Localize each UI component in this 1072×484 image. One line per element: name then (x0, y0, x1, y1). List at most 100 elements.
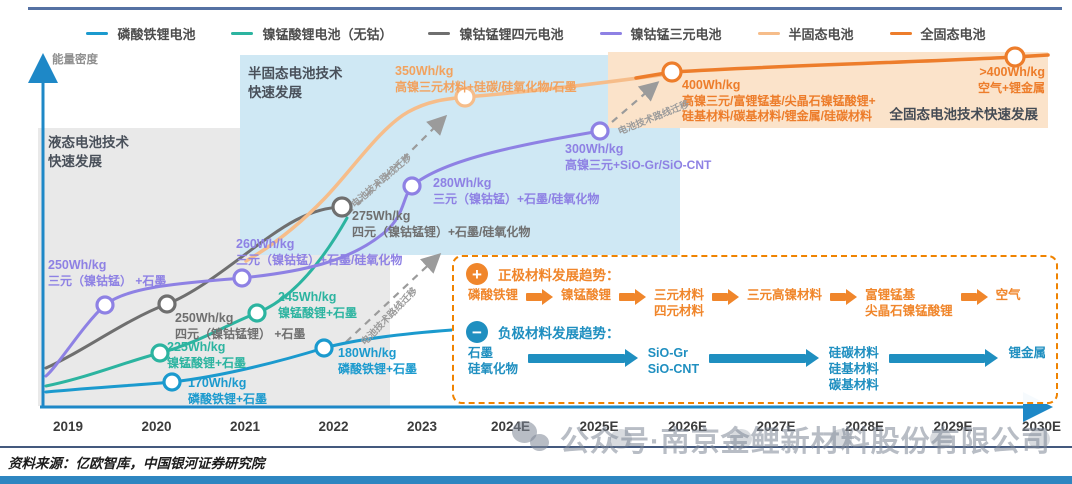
annotation-t250: 250Wh/kg 三元（镍钴锰） +石墨 (48, 257, 166, 289)
legend-item: 全固态电池 (889, 24, 986, 43)
anode-trend-title-text: 负极材料发展趋势： (498, 326, 620, 341)
legend-item: 半固态电池 (757, 24, 854, 43)
bottom-border-line (0, 476, 1072, 484)
annotation-value: 250Wh/kg (175, 311, 234, 325)
annotation-materials: 三元（镍钴锰） +石墨 (48, 273, 167, 288)
annotation-value: 250Wh/kg (48, 258, 107, 272)
flow-arrow-icon (526, 289, 554, 305)
anode-step: 硅碳材料硅基材料碳基材料 (829, 345, 879, 393)
annotation-l180: 180Wh/kg 磷酸铁锂+石墨 (338, 345, 417, 377)
anode-step: 锂金属 (1008, 345, 1046, 361)
annotation-t300: 300Wh/kg 高镍三元+SiO-Gr/SiO-CNT (565, 141, 711, 173)
annotation-s400p: >400Wh/kg 空气+锂金属 (978, 64, 1045, 96)
watermark-text: 公众号·南京金鲤新材料股份有限公司 (560, 426, 1051, 458)
flow-item-line: 磷酸铁锂 (468, 288, 519, 302)
annotation-value: 275Wh/kg (352, 209, 411, 223)
annotation-l170: 170Wh/kg 磷酸铁锂+石墨 (188, 375, 267, 407)
cathode-step: 三元材料 四元材料 (654, 287, 704, 319)
anode-trend-title: − 负极材料发展趋势： (466, 321, 1044, 343)
cathode-step: 富锂锰基尖晶石镍锰酸锂 (865, 287, 953, 319)
watermark-dot (610, 429, 632, 449)
annotation-materials: 高镍三元+SiO-Gr/SiO-CNT (565, 157, 712, 172)
legend-dash (599, 32, 622, 35)
annotation-n225: 225Wh/kg 镍锰酸锂+石墨 (167, 339, 246, 371)
x-tick-label: 2020 (141, 419, 172, 434)
flow-item-line: 三元高镍材料 (747, 288, 823, 302)
cathode-trend-title: + 正极材料发展趋势： (466, 263, 1044, 285)
flow-arrow-icon (830, 289, 858, 305)
x-tick-label: 2021 (229, 419, 261, 434)
legend-item: 磷酸铁锂电池 (86, 24, 195, 43)
annotation-value: 280Wh/kg (433, 176, 492, 190)
y-axis-label: 能量密度 (52, 54, 98, 66)
legend-dash (231, 32, 254, 35)
anode-step: 石墨 硅氧化物 (468, 345, 518, 377)
flow-item-line: SiO-CNT (647, 362, 700, 376)
legend-item-label: 镍钴锰锂四元电池 (459, 27, 564, 42)
flow-arrow-icon (528, 349, 638, 367)
flow-item-line: 空气 (995, 288, 1021, 302)
flow-arrow-icon (619, 289, 647, 305)
flow-item-line: 富锂锰基 (865, 288, 916, 302)
watermark-dot (1028, 429, 1050, 449)
annotation-t260: 260Wh/kg 三元（镍钴锰）+石墨/硅氧化物 (236, 236, 402, 268)
annotation-materials: 四元（镍钴锰锂）+石墨/硅氧化物 (352, 224, 531, 239)
x-tick-label: 2019 (52, 419, 84, 434)
annotation-value: >400Wh/kg (979, 65, 1045, 79)
flow-arrow-icon (709, 349, 819, 367)
annotation-value: 350Wh/kg (395, 64, 454, 78)
legend: 磷酸铁锂电池 镍锰酸锂电池（无钴） 镍钴锰锂四元电池 镍钴锰三元电池 半固态电池 全固态电… (0, 24, 1072, 43)
cathode-flow: 磷酸铁锂 镍锰酸锂 三元材料 四元材料 三元高镍材料 富锂锰基尖晶石镍锰酸锂 空气 (466, 287, 1044, 319)
annotation-materials: 空气+锂金属 (977, 80, 1045, 95)
annotation-materials: 磷酸铁锂+石墨 (338, 361, 418, 376)
flow-item-line: 四元材料 (654, 304, 705, 318)
flow-item-line: 尖晶石镍锰酸锂 (865, 304, 953, 318)
region-liquid-label-line1: 液态电池技术 (48, 135, 129, 150)
cathode-step: 磷酸铁锂 (468, 287, 518, 303)
legend-dash (757, 32, 780, 35)
watermark-dot (730, 429, 752, 449)
annotation-materials: 高镍三元/富锂锰基/尖晶石镍锰酸锂+ (682, 93, 876, 108)
legend-item-label: 镍钴锰三元电池 (630, 27, 722, 42)
cathode-step: 三元高镍材料 (747, 287, 822, 303)
flow-item-line: 碳基材料 (828, 378, 879, 392)
legend-item-label: 半固态电池 (788, 27, 854, 42)
legend-item-label: 磷酸铁锂电池 (117, 27, 196, 42)
region-semi-label: 半固态电池技术 快速发展 (248, 65, 343, 103)
annotation-value: 225Wh/kg (167, 340, 226, 354)
plus-icon: + (466, 263, 488, 285)
annotation-materials: 镍锰酸锂+石墨 (278, 305, 358, 320)
material-trend-box: + 正极材料发展趋势： 磷酸铁锂 镍锰酸锂 三元材料 四元材料 三元高镍材料 富锂锰基尖晶… (452, 255, 1058, 404)
region-semi-label-line2: 快速发展 (248, 84, 302, 100)
legend-item-label: 全固态电池 (920, 27, 986, 42)
x-tick-label: 2022 (318, 419, 349, 434)
flow-item-line: 石墨 (468, 346, 494, 360)
flow-arrow-icon (888, 349, 999, 367)
legend-dash (428, 32, 451, 35)
annotation-materials: 磷酸铁锂+石墨 (188, 391, 268, 406)
flow-item-line: 硅基材料 (828, 362, 879, 376)
x-tick-label: 2023 (406, 419, 438, 434)
legend-item-label: 镍锰酸锂电池（无钴） (262, 27, 393, 42)
flow-item-line: 硅碳材料 (828, 346, 879, 360)
watermark-dot (830, 429, 852, 449)
legend-dash (889, 32, 912, 35)
annotation-value: 260Wh/kg (236, 237, 295, 251)
region-solid-label: 全固态电池技术快速发展 (889, 107, 1039, 122)
legend-dash (86, 32, 109, 35)
legend-item: 镍钴锰三元电池 (599, 24, 722, 43)
minus-icon: − (466, 321, 488, 343)
annotation-value: 400Wh/kg (682, 78, 741, 92)
annotation-materials: 三元（镍钴锰）+石墨/硅氧化物 (236, 252, 403, 267)
flow-item-line: SiO-Gr (647, 346, 688, 360)
annotation-materials: 四元（镍钴锰锂） +石墨 (175, 326, 306, 341)
flow-item-line: 硅氧化物 (468, 362, 519, 376)
anode-step: SiO-Gr SiO-CNT (648, 345, 699, 377)
annotation-materials: 高镍三元材料+硅碳/硅氧化物/石墨 (395, 79, 577, 94)
region-liquid-label: 液态电池技术 快速发展 (48, 134, 129, 172)
source-note: 资料来源：亿欧智库，中国银河证券研究院 (8, 456, 265, 471)
annotation-materials: 镍锰酸锂+石墨 (167, 355, 247, 370)
annotation-s400: 400Wh/kg 高镍三元/富锂锰基/尖晶石镍锰酸锂+ 硅基材料/碳基材料/锂金属/… (682, 77, 876, 125)
cathode-step: 镍锰酸锂 (561, 287, 611, 303)
